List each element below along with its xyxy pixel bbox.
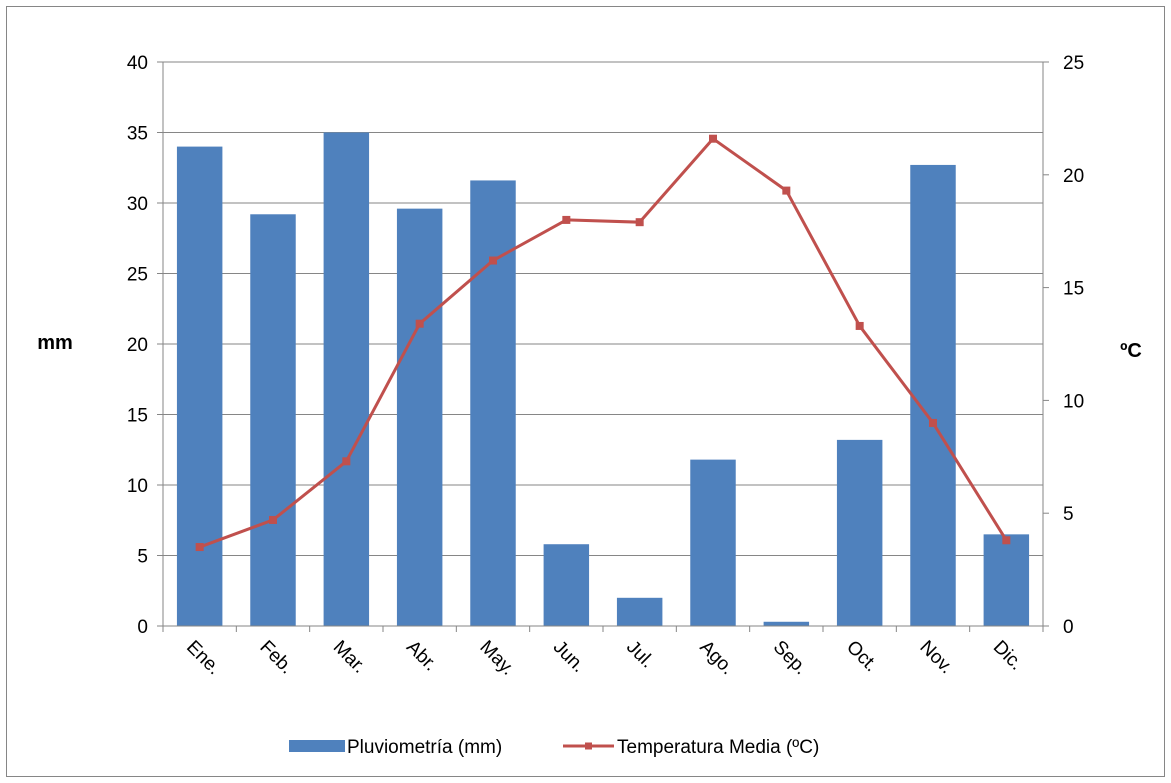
right-tick-label: 0 (1063, 617, 1074, 638)
category-label: Abr. (402, 637, 441, 676)
category-axis-ticks: Ene. Feb. Mar. Abr. May. Jun. Jul. Ago. Sep. Oct.… (162, 626, 1044, 680)
temperature-point (855, 321, 864, 330)
bar (176, 146, 223, 626)
right-tick-label: 5 (1063, 504, 1074, 525)
bar (396, 208, 443, 626)
bar (910, 164, 956, 626)
category-label: Ene. (182, 637, 224, 679)
category-label: Dic. (989, 637, 1027, 675)
left-tick-label: 35 (127, 124, 148, 145)
temperature-point (489, 256, 497, 265)
category-label: Mar. (329, 637, 370, 678)
temperature-point (342, 457, 351, 466)
left-tick-label: 0 (137, 617, 148, 638)
bar (323, 132, 370, 626)
bar (763, 621, 810, 626)
category-label: Oct. (842, 637, 881, 676)
bar (690, 459, 736, 626)
category-label: Ago. (695, 637, 737, 679)
right-axis-title: ºC (1120, 340, 1142, 362)
right-tick-label: 15 (1063, 279, 1084, 300)
legend-swatch-marker (585, 742, 592, 750)
category-label: Feb. (255, 637, 297, 679)
legend-label-line: Temperatura Media (ºC) (617, 737, 819, 758)
temperature-point (635, 218, 644, 227)
temperature-point (929, 418, 937, 427)
bar-series (176, 132, 1030, 626)
line-series (195, 134, 1011, 552)
left-tick-label: 15 (127, 406, 148, 427)
bar (616, 597, 663, 626)
category-label: May. (475, 637, 518, 680)
legend: Pluviometría (mm) Temperatura Media (ºC) (289, 737, 819, 758)
category-label: Nov. (915, 637, 956, 678)
left-tick-label: 5 (137, 547, 148, 568)
left-tick-label: 25 (127, 265, 148, 286)
bar (983, 534, 1030, 626)
category-label: Sep. (769, 637, 811, 679)
right-tick-label: 10 (1063, 391, 1084, 412)
bar (470, 180, 516, 626)
legend-swatch-bars (289, 740, 345, 752)
left-axis-ticks: 0 5 10 15 20 25 30 35 40 (127, 53, 163, 638)
right-axis-ticks: 0 5 10 15 20 25 (1043, 53, 1084, 638)
right-tick-label: 25 (1063, 53, 1084, 74)
category-label: Jun. (549, 637, 589, 677)
bar (543, 544, 590, 626)
left-tick-label: 30 (127, 194, 148, 215)
temperature-point (782, 186, 791, 195)
temperature-point (195, 543, 204, 552)
temperature-point (709, 134, 717, 143)
left-axis-title: mm (37, 332, 73, 354)
gridlines (163, 61, 1043, 556)
bar (250, 214, 296, 626)
left-tick-label: 10 (127, 476, 148, 497)
temperature-point (415, 319, 424, 328)
bar (836, 439, 883, 626)
left-tick-label: 40 (127, 53, 148, 74)
right-tick-label: 20 (1063, 166, 1084, 187)
temperature-point (1002, 536, 1011, 545)
left-tick-label: 20 (127, 335, 148, 356)
category-label: Jul. (622, 637, 658, 673)
temperature-point (269, 515, 277, 524)
legend-label-bars: Pluviometría (mm) (347, 737, 502, 758)
temperature-line (199, 137, 1008, 549)
temperature-point (562, 215, 571, 224)
